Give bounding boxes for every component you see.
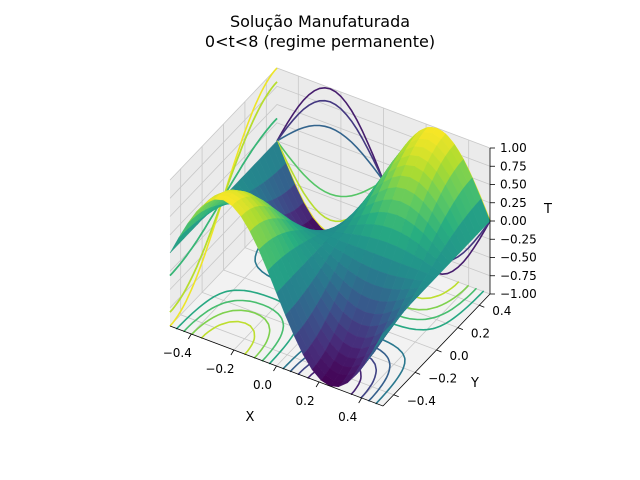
x-tick-label: 0.2 bbox=[296, 394, 315, 408]
x-tick-label: −0.4 bbox=[163, 346, 192, 360]
chart-title-block: Solução Manufaturada 0<t<8 (regime perma… bbox=[0, 12, 640, 52]
y-tick-mark bbox=[393, 394, 399, 398]
x-tick-mark bbox=[358, 397, 363, 404]
y-tick-label: −0.4 bbox=[407, 394, 436, 408]
z-tick-label: −0.50 bbox=[500, 251, 537, 265]
x-tick-label: −0.2 bbox=[205, 362, 234, 376]
x-tick-mark bbox=[273, 365, 277, 372]
x-tick-mark bbox=[230, 349, 235, 356]
x-tick-label: 0.4 bbox=[338, 410, 357, 424]
z-tick-label: −0.25 bbox=[500, 232, 537, 246]
z-axis-label: T bbox=[543, 202, 552, 217]
z-tick-label: 1.00 bbox=[500, 141, 527, 155]
y-tick-label: 0.2 bbox=[471, 327, 490, 341]
z-tick-label: 0.25 bbox=[500, 196, 527, 210]
y-tick-label: −0.2 bbox=[428, 371, 457, 385]
x-tick-mark bbox=[187, 333, 192, 340]
y-tick-mark bbox=[436, 349, 442, 353]
z-tick-label: −1.00 bbox=[500, 287, 537, 301]
x-axis-label: X bbox=[246, 410, 255, 425]
chart-subtitle: 0<t<8 (regime permanente) bbox=[204, 32, 436, 51]
chart-title: Solução Manufaturada bbox=[229, 12, 411, 31]
surface-mesh bbox=[169, 126, 491, 388]
z-tick-label: 0.75 bbox=[500, 159, 527, 173]
y-tick-mark bbox=[414, 372, 421, 375]
tick-labels: −0.4−0.20.00.20.4−0.4−0.20.00.20.4−1.00−… bbox=[163, 141, 537, 424]
z-tick-label: 0.00 bbox=[500, 214, 527, 228]
x-tick-label: 0.0 bbox=[253, 378, 272, 392]
y-tick-mark bbox=[457, 327, 464, 330]
y-tick-mark bbox=[479, 304, 485, 308]
y-axis-label: Y bbox=[470, 376, 479, 391]
y-tick-label: 0.0 bbox=[450, 349, 469, 363]
y-tick-label: 0.4 bbox=[492, 304, 511, 318]
z-tick-label: −0.75 bbox=[500, 269, 537, 283]
surface-facet bbox=[373, 328, 388, 349]
z-tick-label: 0.50 bbox=[500, 178, 527, 192]
x-tick-mark bbox=[315, 381, 320, 388]
